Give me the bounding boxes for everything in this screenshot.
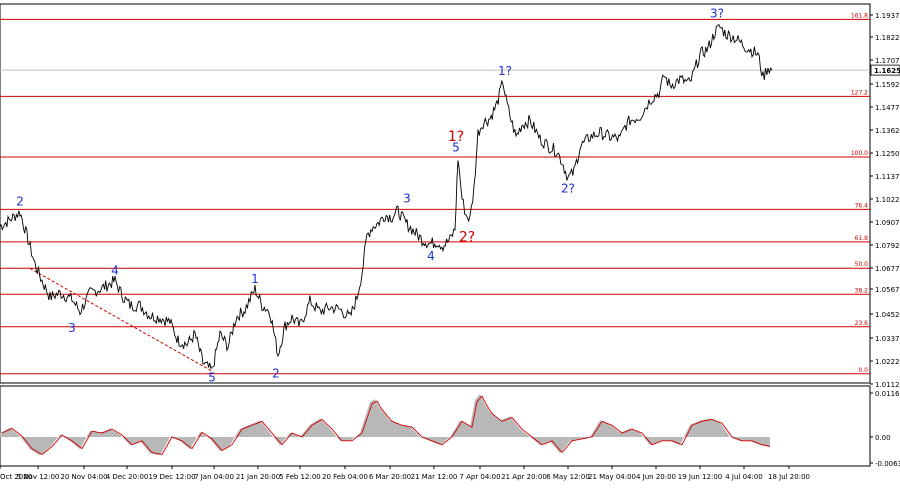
price-series [0,23,773,370]
osc-tick-label-1: 0.00 [875,434,891,442]
price-axis: 1.1937 1.1822 1.1707 1.1592 1.1477 1.1362 1.12… [870,12,900,389]
date-tick-label-13: 6 May 12:00 [546,473,590,481]
price-tick-label-12: 1.0567 [875,286,900,294]
price-tick-label-5: 1.1362 [875,127,900,135]
date-tick-label-3: 4 Dec 20:00 [106,473,149,481]
oscillator-histogram [0,393,770,456]
wave-label-7: 4 [427,249,435,263]
fib-label-161-8: 161.8 [851,12,868,19]
price-tick-label-0: 1.1937 [875,12,900,20]
wave-label-9: 1? [448,129,464,145]
price-tick-label-9: 1.0907 [875,219,900,227]
wave-label-13: 3? [710,7,724,21]
wave-label-8: 5 [452,140,460,154]
price-tick-label-16: 1.0112 [875,381,900,389]
price-tick-label-3: 1.1592 [875,81,900,89]
wave-label-3: 5 [208,370,216,384]
oscillator-signal-line [1,395,771,456]
date-tick-label-2: 20 Nov 04:00 [60,473,107,481]
date-tick-label-9: 6 Mar 20:00 [369,473,411,481]
date-tick-label-12: 21 Apr 20:00 [501,473,547,481]
date-tick-label-11: 7 Apr 04:00 [459,473,500,481]
wave-label-6: 3 [403,192,411,206]
price-pane [0,3,871,384]
date-tick-label-18: 18 Jul 20:00 [768,473,810,481]
fibonacci-levels: 161.8 127.2 100.0 76.4 61.8 50.0 38.2 23.6 0.0 [0,12,870,375]
wave-label-1: 3 [68,321,76,335]
price-tick-label-6: 1.1250 [875,150,900,158]
date-tick-label-7: 5 Feb 12:00 [279,473,320,481]
oscillator-pane [0,385,871,467]
price-tick-label-11: 1.0677 [875,265,900,273]
wave-label-5: 2 [272,366,280,380]
price-line [0,23,773,370]
date-tick-label-16: 19 Jun 12:00 [678,473,722,481]
price-tick-label-7: 1.1137 [875,173,900,181]
price-tick-label-8: 1.1022 [875,196,900,204]
current-price-label: 1.1625 [874,67,900,75]
date-tick-label-4: 19 Dec 12:00 [148,473,195,481]
date-tick-label-6: 21 Jan 20:00 [236,473,280,481]
price-tick-label-10: 1.0792 [875,242,900,250]
date-tick-label-10: 21 Mar 12:00 [411,473,458,481]
date-tick-label-14: 21 May 04:00 [588,473,636,481]
price-tick-label-2: 1.1707 [875,57,900,65]
fib-label-100-0: 100.0 [851,150,868,157]
date-tick-label-15: 4 Jun 20:00 [636,473,676,481]
date-tick-label-5: 7 Jan 04:00 [194,473,234,481]
fib-label-0-0: 0.0 [858,367,868,374]
wave-label-0: 2 [16,195,24,209]
wave-label-10: 2? [459,230,475,246]
date-tick-label-17: 4 Jul 04:00 [725,473,763,481]
oscillator-axis: 0.01168 0.00 -0.00635 [870,390,900,468]
date-tick-label-0: Oct 2020 [0,473,32,481]
fib-label-76-4: 76.4 [855,202,869,209]
price-tick-label-4: 1.1477 [875,104,900,112]
osc-tick-label-2: -0.00635 [875,460,900,468]
wave-label-4: 1 [251,272,259,286]
wave-label-12: 2? [561,181,575,195]
date-tick-label-8: 20 Feb 04:00 [322,473,368,481]
fib-label-50-0: 50.0 [855,261,869,268]
price-tick-label-15: 1.0222 [875,358,900,366]
price-tick-label-1: 1.1822 [875,34,900,42]
date-tick-label-1: 5 Nov 12:00 [17,473,60,481]
current-price-box [870,64,900,76]
price-tick-label-14: 1.0337 [875,335,900,343]
fib-label-23-6: 23.6 [855,320,869,327]
osc-tick-label-0: 0.01168 [875,390,900,398]
fib-label-127-2: 127.2 [851,89,868,96]
wave-label-11: 1? [498,64,512,78]
fib-label-38-2: 38.2 [855,287,869,294]
wave-label-2: 4 [111,264,119,278]
fib-label-61-8: 61.8 [855,235,869,242]
price-tick-label-13: 1.0452 [875,311,900,319]
oscillator-series [0,393,771,456]
